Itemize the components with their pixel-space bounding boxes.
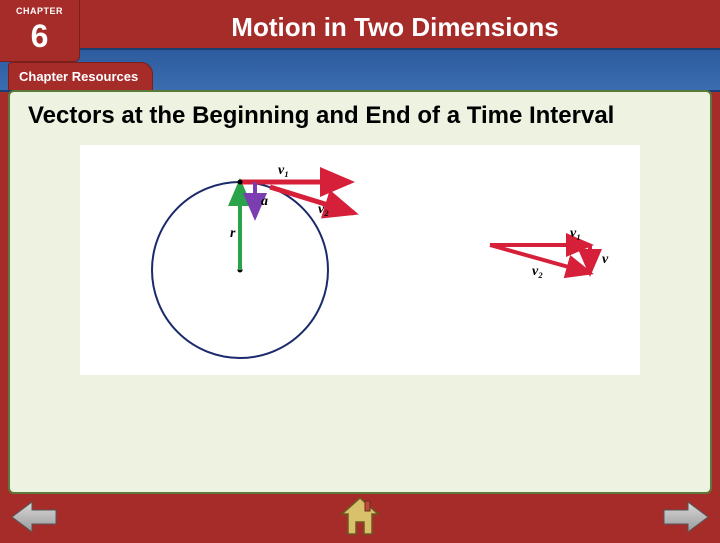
svg-text:a: a (261, 194, 268, 209)
chapter-resources-tab[interactable]: Chapter Resources (8, 62, 153, 90)
chapter-number: 6 (0, 18, 79, 55)
svg-text:v₁: v₁ (278, 163, 289, 178)
svg-text:v₂: v₂ (532, 264, 543, 279)
svg-text:v₂: v₂ (318, 202, 329, 217)
vector-diagram: r v₁ v₂ a v₁ v₂ v (80, 145, 640, 375)
content-frame: Vectors at the Beginning and End of a Ti… (8, 90, 712, 494)
page-title: Motion in Two Dimensions (231, 12, 558, 43)
chapter-tab: CHAPTER 6 (0, 0, 80, 62)
svg-text:r: r (230, 226, 236, 241)
svg-text:v₁: v₁ (570, 226, 581, 241)
home-button[interactable] (338, 496, 382, 538)
prev-button[interactable] (10, 500, 58, 534)
slide-title: Vectors at the Beginning and End of a Ti… (28, 102, 692, 131)
next-button[interactable] (662, 500, 710, 534)
svg-text:v: v (602, 252, 609, 267)
title-row: Motion in Two Dimensions (80, 6, 710, 48)
chapter-label: CHAPTER (0, 6, 79, 16)
